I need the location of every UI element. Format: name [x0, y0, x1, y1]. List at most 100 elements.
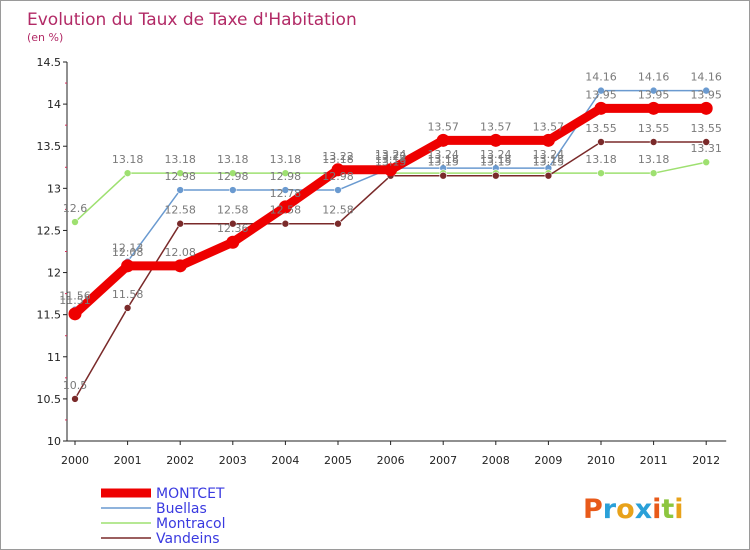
- series-group: [68, 86, 713, 403]
- data-label: 13.18: [217, 153, 249, 166]
- x-tick-label: 2006: [377, 454, 405, 467]
- chart-title: Evolution du Taux de Taxe d'Habitation: [27, 10, 357, 30]
- logo-letter: t: [661, 494, 674, 525]
- x-tick-label: 2012: [692, 454, 720, 467]
- y-tick-label: 13.5: [37, 140, 62, 153]
- data-point: [71, 218, 79, 226]
- data-label: 13.18: [270, 153, 302, 166]
- x-tick-label: 2011: [640, 454, 668, 467]
- data-label: 12.98: [322, 170, 354, 183]
- data-point: [68, 307, 82, 321]
- data-point: [281, 219, 290, 228]
- data-label: 12.08: [164, 246, 196, 259]
- data-label: 12.13: [112, 242, 144, 255]
- data-label: 13.22: [322, 150, 354, 163]
- data-label: 13.57: [427, 120, 459, 133]
- data-label: 12.98: [164, 170, 196, 183]
- data-label: 10.5: [63, 379, 88, 392]
- proxiti-logo-text: Proxiti: [583, 494, 684, 525]
- x-tick-label: 2001: [114, 454, 142, 467]
- data-point: [226, 235, 240, 249]
- data-label: 13.18: [533, 153, 565, 166]
- data-point: [647, 101, 661, 115]
- data-label: 13.24: [427, 148, 459, 161]
- y-tick-label: 11.5: [37, 309, 62, 322]
- data-point: [281, 186, 290, 194]
- logo-letter: i: [674, 494, 683, 525]
- y-tick-label: 10: [47, 435, 61, 448]
- data-point: [229, 219, 237, 228]
- y-tick-label: 12.5: [37, 224, 62, 237]
- data-point: [702, 138, 711, 146]
- data-label: 14.16: [585, 71, 617, 84]
- axes: 10 10.5 11 11.5 12 12.5 13 13.5 14 14.5 2000 2001 20…: [37, 56, 727, 467]
- y-tick-label: 14.5: [37, 56, 62, 69]
- y-tick-label: 12: [47, 267, 61, 280]
- data-label: 12.58: [322, 204, 354, 217]
- x-tick-label: 2009: [534, 454, 562, 467]
- x-tick-label: 2003: [219, 454, 247, 467]
- x-tick-label: 2008: [482, 454, 510, 467]
- data-label: 13.95: [690, 88, 722, 101]
- y-axis-unit: (en %): [27, 31, 63, 44]
- data-point: [173, 259, 187, 273]
- data-point: [702, 158, 711, 167]
- legend-label-vandeins: Vandeins: [156, 531, 220, 547]
- x-tick-label: 2002: [166, 454, 194, 467]
- data-label: 13.18: [480, 153, 512, 166]
- data-label: 13.18: [164, 153, 196, 166]
- data-point: [123, 304, 132, 312]
- x-tick-label: 2010: [587, 454, 615, 467]
- data-point: [541, 133, 555, 147]
- legend-label-montracol: Montracol: [156, 516, 226, 532]
- data-label: 12.08: [112, 246, 144, 259]
- x-tick-label: 2004: [271, 454, 299, 467]
- data-label: 13.18: [638, 153, 670, 166]
- data-label: 13.18: [322, 153, 354, 166]
- data-label: 13.31: [690, 142, 722, 155]
- data-label: 13.15: [533, 156, 565, 169]
- logo-letter: r: [603, 494, 617, 525]
- data-label: 12.58: [217, 204, 249, 217]
- data-point: [176, 169, 184, 177]
- data-label: 11.58: [112, 288, 144, 301]
- data-point: [334, 219, 342, 228]
- data-label: 12.78: [270, 187, 302, 200]
- data-point: [176, 219, 184, 228]
- x-tick-label: 2000: [61, 454, 89, 467]
- data-label: 13.18: [585, 153, 617, 166]
- data-label: 14.16: [690, 71, 722, 84]
- data-point: [229, 169, 237, 177]
- data-label: 12.58: [164, 204, 196, 217]
- data-label: 13.18: [427, 153, 459, 166]
- data-label: 13.24: [480, 148, 512, 161]
- y-tick-label: 10.5: [37, 393, 62, 406]
- y-tick-label: 14: [47, 98, 61, 111]
- y-tick-label: 13: [47, 182, 61, 195]
- data-point: [491, 171, 500, 180]
- data-point: [597, 138, 605, 146]
- data-point: [699, 101, 713, 115]
- x-tick-label: 2005: [324, 454, 352, 467]
- data-point: [121, 259, 135, 273]
- logo-letter: x: [635, 494, 652, 525]
- data-label: 13.18: [112, 153, 144, 166]
- data-point: [229, 186, 237, 194]
- x-tick-label: 2007: [429, 454, 457, 467]
- data-point: [649, 86, 658, 95]
- data-label: 13.24: [533, 148, 565, 161]
- data-point: [334, 186, 342, 194]
- data-label: 13.15: [480, 156, 512, 169]
- data-point: [544, 171, 553, 180]
- data-label: 13.95: [585, 88, 617, 101]
- legend-label-buellas: Buellas: [156, 501, 207, 517]
- data-point: [649, 169, 658, 177]
- data-label: 14.16: [638, 71, 670, 84]
- data-point: [123, 169, 132, 177]
- data-label: 13.15: [375, 156, 407, 169]
- data-point: [439, 171, 448, 180]
- data-label: 13.15: [427, 156, 459, 169]
- data-point: [384, 163, 398, 177]
